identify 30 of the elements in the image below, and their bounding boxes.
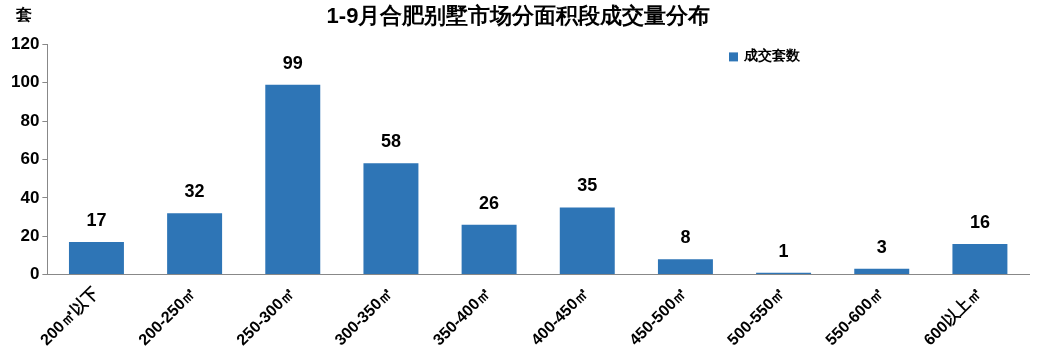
data-label: 17 (86, 209, 107, 230)
data-label: 3 (876, 236, 887, 257)
y-axis-title: 套 (15, 6, 32, 24)
bar (657, 259, 713, 275)
bar (167, 213, 223, 275)
data-label: 1 (778, 240, 789, 261)
y-tick-label: 100 (10, 72, 40, 92)
bar (952, 243, 1008, 275)
y-tick-label: 60 (20, 149, 40, 169)
data-label: 26 (479, 192, 500, 213)
data-label: 32 (184, 181, 205, 202)
bar (854, 268, 910, 275)
bar (363, 163, 419, 275)
bar (68, 241, 124, 275)
legend-label: 成交套数 (743, 47, 801, 64)
bar (559, 207, 615, 275)
data-label: 35 (577, 175, 598, 196)
y-tick-label: 40 (20, 187, 40, 207)
y-tick-label: 0 (29, 264, 40, 284)
chart-title: 1-9月合肥别墅市场分面积段成交量分布 (326, 3, 711, 29)
y-tick-label: 120 (10, 34, 40, 54)
data-label: 58 (380, 131, 401, 152)
data-label: 99 (282, 52, 303, 73)
data-label: 16 (969, 211, 990, 232)
x-tick-label: 600以上㎡ (920, 283, 986, 349)
data-label: 8 (680, 227, 691, 248)
bar (265, 84, 321, 275)
y-tick-label: 20 (20, 225, 40, 245)
bar (461, 224, 517, 275)
y-tick-label: 80 (20, 110, 40, 130)
